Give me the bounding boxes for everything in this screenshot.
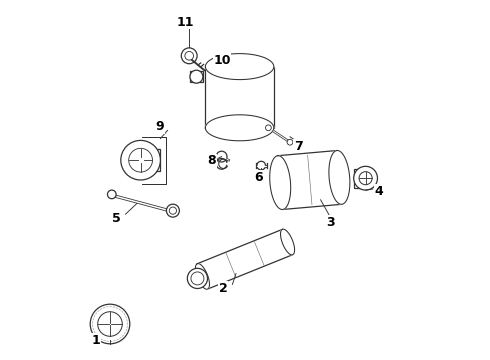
Circle shape [90, 304, 130, 344]
Polygon shape [270, 156, 291, 210]
Polygon shape [205, 54, 274, 80]
Circle shape [185, 51, 194, 60]
Circle shape [257, 161, 266, 170]
Text: 9: 9 [155, 120, 164, 133]
Circle shape [266, 125, 271, 131]
Circle shape [287, 139, 293, 145]
Bar [354, 169, 361, 188]
Text: 11: 11 [176, 16, 194, 29]
Text: 4: 4 [375, 185, 384, 198]
Text: 10: 10 [213, 54, 231, 67]
Circle shape [129, 148, 152, 172]
Polygon shape [205, 115, 274, 141]
Circle shape [170, 207, 176, 214]
Circle shape [181, 48, 197, 64]
Circle shape [190, 70, 203, 83]
Polygon shape [196, 264, 210, 289]
Text: 3: 3 [326, 216, 335, 229]
Text: 7: 7 [294, 140, 303, 153]
Circle shape [167, 204, 179, 217]
Polygon shape [197, 229, 293, 289]
Circle shape [107, 190, 116, 199]
Polygon shape [205, 67, 274, 128]
Polygon shape [329, 150, 350, 204]
Circle shape [216, 151, 227, 162]
Circle shape [191, 272, 204, 285]
Circle shape [98, 312, 122, 336]
Circle shape [354, 166, 377, 190]
Text: 1: 1 [91, 334, 100, 347]
Circle shape [121, 140, 160, 180]
Circle shape [359, 172, 372, 185]
Bar [190, 71, 203, 82]
Text: 6: 6 [254, 171, 263, 184]
Text: 2: 2 [219, 282, 228, 294]
Polygon shape [281, 229, 294, 255]
Bar [141, 149, 160, 171]
Text: 8: 8 [208, 154, 216, 167]
Polygon shape [278, 150, 342, 210]
Text: 5: 5 [112, 212, 121, 225]
Circle shape [187, 268, 208, 288]
